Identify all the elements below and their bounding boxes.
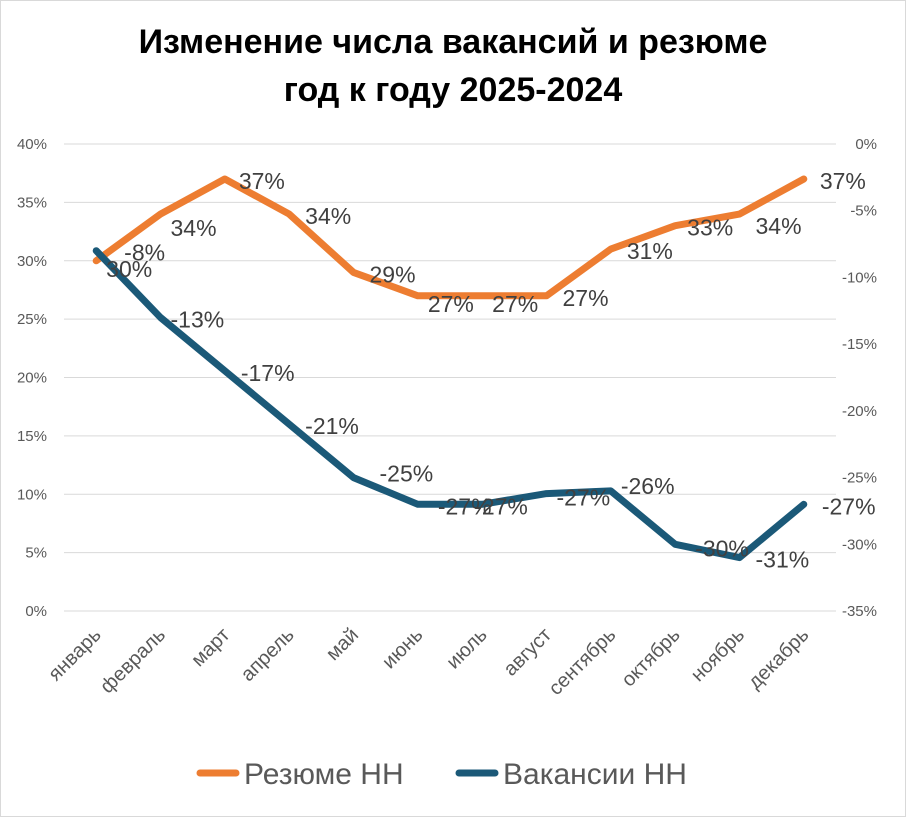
right-axis-tick-label: -25%: [842, 470, 877, 487]
left-axis-tick-label: 35%: [17, 194, 47, 211]
left-axis-tick-label: 15%: [17, 428, 47, 445]
left-axis-tick-label: 25%: [17, 311, 47, 328]
data-label: -25%: [380, 461, 434, 487]
left-axis-tick-label: 40%: [17, 136, 47, 153]
left-axis-tick-label: 0%: [25, 603, 47, 620]
right-axis-tick-label: -35%: [842, 603, 877, 620]
x-axis-tick-label: сентябрь: [545, 624, 621, 700]
data-label: -8%: [124, 240, 165, 266]
data-label: 34%: [756, 213, 802, 239]
data-label: 34%: [305, 203, 351, 229]
data-label: 31%: [627, 238, 673, 264]
left-axis-ticks: 0% 5% 10% 15% 20% 25% 30% 35% 40%: [17, 136, 47, 620]
left-axis-tick-label: 10%: [17, 486, 47, 503]
right-axis-tick-label: -5%: [850, 203, 877, 220]
chart-title-line-1: Изменение числа вакансий и резюме: [138, 23, 768, 61]
x-axis-tick-label: июль: [442, 624, 491, 673]
data-label: 29%: [370, 261, 416, 287]
left-axis-tick-label: 30%: [17, 253, 47, 270]
data-label: -21%: [305, 413, 359, 439]
legend-label: Вакансии НН: [503, 758, 687, 791]
data-label: -13%: [171, 306, 225, 332]
legend-label: Резюме НН: [244, 758, 404, 791]
series-line-vacancies: [92, 247, 808, 562]
data-label: -17%: [241, 360, 295, 386]
x-axis-tick-label: декабрь: [744, 624, 813, 693]
right-axis-tick-label: -15%: [842, 336, 877, 353]
legend: Резюме НН Вакансии НН: [196, 758, 687, 791]
right-axis-tick-label: 0%: [855, 136, 877, 153]
data-label: -27%: [557, 485, 611, 511]
right-axis-tick-label: -20%: [842, 403, 877, 420]
gridlines: [64, 143, 836, 612]
data-label: 30%: [106, 256, 152, 282]
data-label: -27%: [474, 493, 528, 519]
data-label: 33%: [687, 215, 733, 241]
x-axis-tick-label: январь: [44, 624, 105, 685]
right-axis-tick-label: -10%: [842, 269, 877, 286]
x-axis-tick-label: ноябрь: [687, 624, 749, 686]
data-labels: 30% 34% 37% 34% 29% 27% 27% 27% 31% 33% 34% 37% -8% -…: [106, 168, 875, 573]
x-axis-tick-label: июнь: [378, 624, 427, 673]
x-axis-tick-label: март: [187, 624, 234, 671]
x-axis-tick-label: февраль: [96, 624, 170, 698]
data-label: 37%: [239, 168, 285, 194]
right-axis-ticks: -35% -30% -25% -20% -15% -10% -5% 0%: [842, 136, 877, 620]
series-line-resume: [92, 175, 808, 300]
data-label: -30%: [695, 535, 749, 561]
data-label: -31%: [756, 547, 810, 573]
x-axis-tick-label: май: [322, 624, 363, 665]
data-label: -27%: [438, 493, 492, 519]
right-axis-tick-label: -30%: [842, 536, 877, 553]
x-axis-tick-label: апрель: [237, 624, 299, 686]
data-label: 27%: [428, 291, 474, 317]
left-axis-tick-label: 5%: [25, 545, 47, 562]
x-axis-tick-label: август: [499, 624, 556, 681]
data-label: -26%: [621, 473, 675, 499]
chart-title-line-2: год к году 2025-2024: [283, 71, 623, 109]
data-label: 27%: [492, 291, 538, 317]
data-label: 37%: [820, 168, 866, 194]
x-axis-tick-label: октябрь: [617, 624, 684, 691]
left-axis-tick-label: 20%: [17, 370, 47, 387]
data-label: 34%: [171, 215, 217, 241]
data-label: 27%: [563, 285, 609, 311]
chart-title: Изменение числа вакансий и резюме год к …: [0, 18, 906, 114]
series-lines: [92, 175, 808, 562]
data-label: -27%: [822, 493, 876, 519]
